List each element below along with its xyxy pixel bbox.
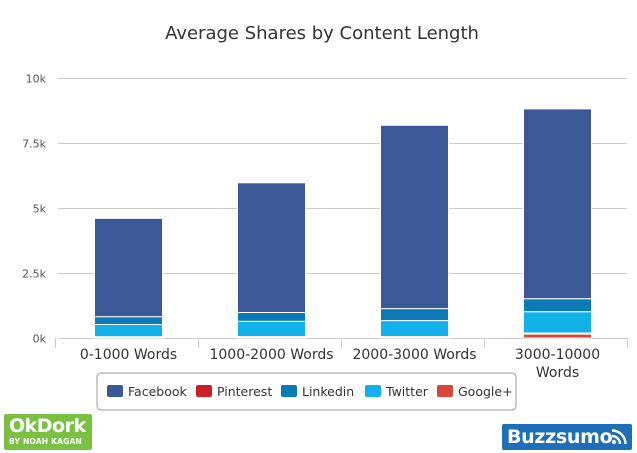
bar-segment	[523, 333, 592, 339]
legend-item-label: Twitter	[385, 384, 429, 399]
bar-segment	[523, 108, 592, 300]
bar-segment	[94, 316, 163, 326]
okdork-logo-main: OkDork	[9, 415, 86, 437]
bar-segment	[523, 311, 592, 334]
y-tick-label: 2.5k	[22, 268, 46, 281]
okdork-logo-sub: BY NOAH KAGAN	[9, 437, 82, 446]
legend: Facebook Pinterest Linkedin Twitter Google+	[96, 372, 517, 411]
chart-title: Average Shares by Content Length	[165, 23, 479, 44]
bar-segment	[94, 217, 163, 318]
legend-item-label: Pinterest	[217, 384, 272, 399]
y-tick-label: 7.5k	[22, 138, 46, 151]
x-category-label: 2000-3000 Words	[352, 347, 476, 363]
legend-box	[96, 372, 517, 411]
legend-swatch	[437, 385, 453, 397]
y-tick-label: 0k	[33, 333, 47, 346]
legend-item-label: Facebook	[128, 384, 187, 399]
okdork-logo: OkDork BY NOAH KAGAN	[4, 414, 92, 450]
buzzsumo-logo-main: Buzzsumo	[507, 426, 613, 448]
bar-segment	[380, 308, 449, 322]
x-category-label: Words	[536, 365, 579, 381]
legend-swatch	[365, 385, 381, 397]
bar-segment	[94, 324, 163, 338]
y-tick-label: 5k	[33, 203, 47, 216]
x-category-label: 0-1000 Words	[80, 347, 177, 363]
bar-segment	[237, 320, 306, 337]
x-category-label: 1000-2000 Words	[209, 347, 333, 363]
y-axis: 0k 2.5k 5k 7.5k 10k	[22, 73, 46, 346]
y-tick-label: 10k	[26, 73, 47, 86]
signal-icon	[611, 429, 627, 445]
legend-swatch	[281, 385, 297, 397]
bar-segment	[523, 298, 592, 313]
buzzsumo-logo: Buzzsumo	[502, 424, 632, 450]
x-category-label: 3000-10000	[515, 347, 600, 363]
bar-segment	[237, 182, 306, 313]
x-axis: 0-1000 Words 1000-2000 Words 2000-3000 Wor…	[55, 338, 628, 381]
legend-item-label: Linkedin	[302, 384, 354, 399]
bars	[94, 108, 592, 339]
legend-swatch	[196, 385, 212, 397]
legend-item-label: Google+	[458, 384, 513, 399]
bar-segment	[237, 312, 306, 322]
legend-swatch	[107, 385, 123, 397]
bar-segment	[380, 124, 449, 310]
bar-segment	[380, 320, 449, 338]
